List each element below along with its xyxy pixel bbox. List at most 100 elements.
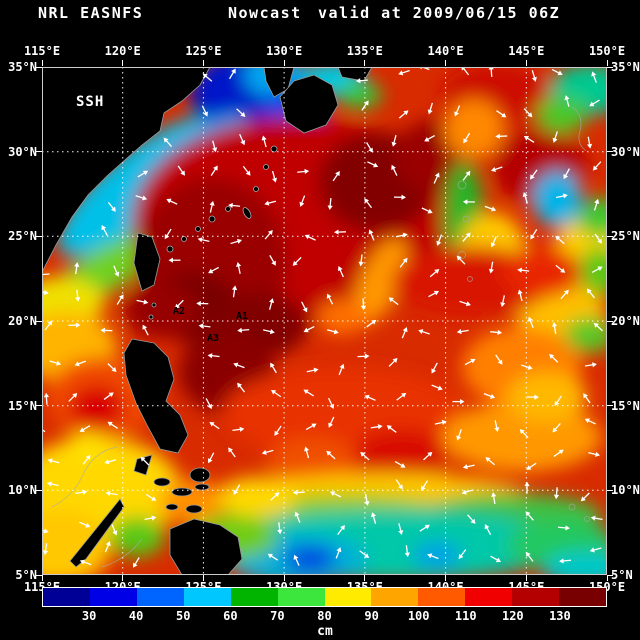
current-vector-arrow [398, 69, 410, 76]
current-vector-arrow [168, 257, 181, 263]
land-ryukyu-islands [148, 145, 278, 320]
current-vector-arrow [233, 362, 245, 369]
lat-tick-left [36, 66, 42, 68]
current-vector-arrow [564, 95, 570, 107]
current-vector-arrow [358, 254, 364, 267]
current-vector-arrow [553, 449, 564, 458]
current-vector-arrow [292, 489, 305, 496]
current-vector-arrow [391, 135, 397, 147]
land-kyushu [279, 74, 339, 134]
current-vector-arrow [113, 265, 120, 277]
current-vector-arrow [391, 164, 398, 176]
current-vector-arrow [163, 137, 172, 147]
colorbar-tick-label: 110 [454, 609, 477, 623]
land-bohol [185, 504, 203, 514]
current-vector-arrow [202, 73, 213, 82]
lat-label-right: 35°N [611, 60, 640, 74]
current-vector-arrow [209, 421, 220, 430]
lat-tick-right [607, 405, 613, 407]
current-vector-arrow [591, 266, 603, 273]
lon-tick-top [202, 60, 204, 66]
lon-tick-top [364, 60, 366, 66]
current-vector-arrow [398, 523, 404, 535]
current-vector-arrow [388, 297, 399, 306]
current-vector-arrow [237, 382, 246, 393]
current-vector-arrow [396, 392, 407, 401]
lon-label-top: 135°E [346, 44, 383, 58]
current-vector-arrow [236, 108, 246, 117]
current-vector-arrow [555, 264, 566, 273]
current-vector-arrow [490, 555, 502, 563]
current-vector-arrow [68, 322, 81, 328]
lat-label-right: 25°N [611, 229, 640, 244]
current-vector-arrow [68, 392, 78, 402]
current-vector-arrow [456, 255, 466, 265]
current-vector-arrow [205, 398, 212, 410]
current-vector-arrow [431, 384, 443, 391]
land-negros [171, 487, 193, 497]
current-vector-arrow [464, 358, 476, 366]
lat-label-right: 15°N [611, 398, 640, 413]
current-vector-arrow [334, 229, 347, 235]
current-vector-arrow [201, 105, 208, 117]
current-vector-arrow [519, 429, 529, 439]
land-mindanao [169, 518, 243, 575]
current-vector-arrow [404, 545, 410, 558]
eddy-label-a1: A1 [236, 311, 249, 322]
current-vector-arrow [398, 110, 409, 119]
current-vector-arrow [111, 524, 118, 536]
current-vector-arrow [327, 198, 333, 211]
colorbar-tick-label: 60 [223, 609, 238, 623]
current-vector-arrow [197, 237, 210, 243]
current-vector-arrow [294, 511, 301, 523]
lon-label-top: 150°E [588, 44, 626, 58]
current-vector-arrow [328, 416, 335, 428]
current-vector-arrow [419, 524, 430, 532]
lon-tick-bottom [525, 575, 527, 581]
current-vector-arrow [79, 521, 91, 528]
current-vector-arrow [116, 294, 124, 305]
colorbar-tick-label: 90 [364, 609, 379, 623]
eddy-label-a2: A2 [173, 306, 186, 317]
colorbar-tick-label: 130 [549, 609, 571, 623]
lon-tick-top [283, 60, 285, 66]
current-vector-arrow [270, 492, 280, 501]
current-vector-arrow [100, 327, 113, 333]
current-vector-arrow [360, 298, 367, 311]
current-vector-arrow [434, 419, 447, 425]
colorbar-tick-label: 80 [317, 609, 332, 623]
current-vector-arrow [262, 329, 275, 335]
current-vector-arrow [164, 228, 172, 240]
lat-label-right: 20°N [611, 314, 640, 328]
lat-tick-left [36, 320, 42, 322]
current-vector-arrow [366, 142, 373, 153]
current-vector-arrow [43, 392, 50, 405]
lat-label-left: 25°N [8, 229, 37, 244]
current-vector-arrow [530, 229, 538, 240]
current-vector-arrow [207, 353, 220, 359]
current-vector-arrow [233, 484, 241, 495]
current-vector-arrow [326, 450, 336, 460]
land-panay [153, 477, 171, 487]
current-vector-arrow [196, 300, 209, 307]
current-vector-arrow [459, 300, 471, 307]
current-vector-arrow [364, 394, 376, 401]
current-vector-arrow [264, 200, 277, 206]
current-vector-arrow [551, 321, 558, 334]
current-vector-arrow [584, 418, 596, 425]
lat-tick-right [607, 235, 613, 237]
current-vector-arrow [427, 553, 439, 560]
current-vector-arrow [395, 479, 403, 490]
current-vector-arrow [490, 166, 503, 172]
lon-label-top: 125°E [185, 44, 222, 58]
current-vector-arrow [145, 493, 157, 501]
current-vector-arrow [593, 198, 600, 211]
colorbar-cell [89, 588, 137, 606]
current-vector-arrow [42, 289, 49, 295]
current-vector-arrow [137, 170, 149, 178]
current-vector-arrow [395, 232, 408, 238]
current-vector-arrow [590, 515, 603, 521]
current-vector-arrow [335, 547, 342, 559]
lat-tick-left [36, 405, 42, 407]
current-vector-arrow [237, 327, 250, 333]
